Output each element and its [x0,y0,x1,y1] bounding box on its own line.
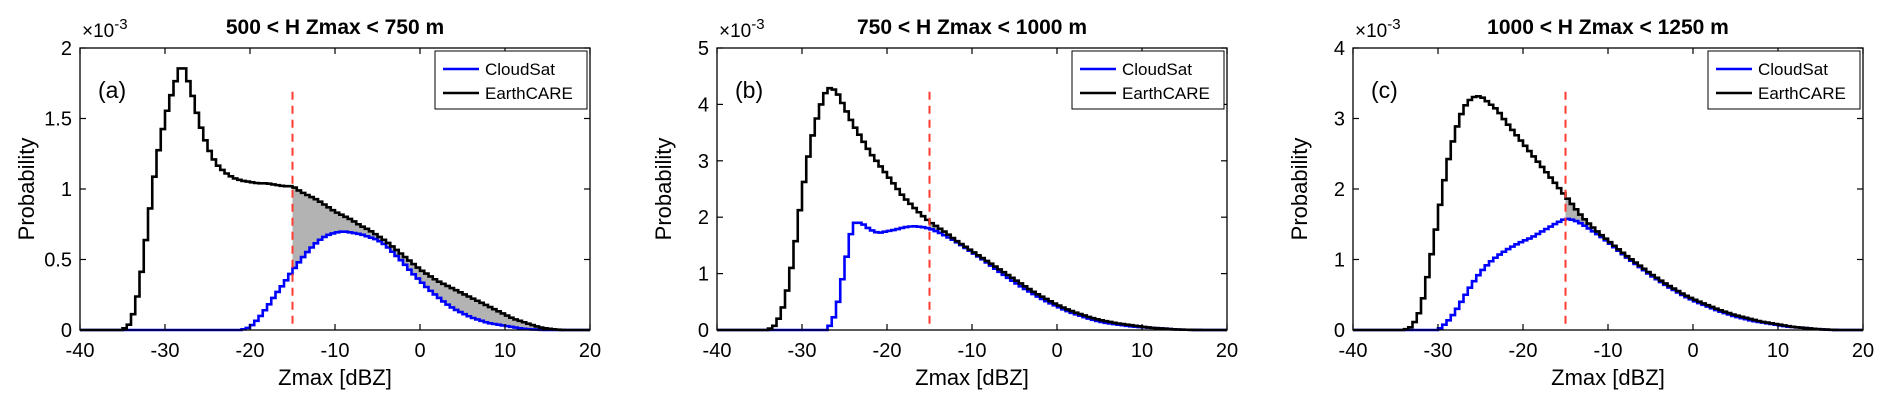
y-tick-label: 2 [61,38,72,60]
x-tick-label: -40 [703,340,732,362]
legend-label: CloudSat [1758,60,1828,79]
legend-box [434,50,588,110]
x-axis-label: Zmax [dBZ] [278,365,392,390]
y-scale-base: ×10 [82,21,114,42]
x-tick-label: 20 [1852,340,1874,362]
y-scale-exponent: ×10-3 [1355,16,1401,42]
y-axis-label: Probability [14,138,39,241]
chart-panel-3: -40 -30 -20 -10 0 10 20 0 1 2 3 4 ×10-3 1000 < H Zmax… [1287,16,1874,390]
y-tick-label: 1 [1334,250,1345,272]
panel-title: 500 < H Zmax < 750 m [226,16,444,39]
x-tick-label: 0 [1051,340,1062,362]
y-tick-label: 1 [61,179,72,201]
legend-label: EarthCARE [1758,84,1846,103]
y-axis-label: Probability [1287,138,1312,241]
series-line-cloudsat [80,230,590,332]
panel-title: 750 < H Zmax < 1000 m [857,16,1087,39]
x-tick-label: 20 [579,340,601,362]
x-tick-label: 10 [1767,340,1789,362]
legend-label: CloudSat [485,60,555,79]
x-tick-label: -30 [1424,340,1453,362]
y-tick-label: 0 [698,320,709,342]
y-scale-base: ×10 [719,21,751,42]
y-axis-label: Probability [651,138,676,241]
y-tick-label: 5 [698,38,709,60]
legend-box [1071,50,1225,110]
y-scale-exponent: ×10-3 [82,16,128,42]
x-tick-label: -20 [1509,340,1538,362]
x-tick-label: -10 [321,340,350,362]
y-tick-label: 2 [1334,179,1345,201]
x-tick-label: -20 [236,340,265,362]
y-scale-power: -3 [114,16,127,33]
series-line-earthcare [1353,94,1863,332]
legend-label: EarthCARE [1122,84,1210,103]
y-scale-power: -3 [1387,16,1400,33]
y-tick-label: 4 [698,94,709,116]
y-tick-label: 0.5 [44,250,72,272]
x-tick-label: 0 [1687,340,1698,362]
y-scale-exponent: ×10-3 [719,16,765,42]
y-tick-label: 3 [1334,109,1345,131]
y-tick-label: 1 [698,264,709,286]
series-line-earthcare [717,86,1227,332]
x-tick-label: -30 [788,340,817,362]
y-scale-power: -3 [751,16,764,33]
x-tick-label: 10 [494,340,516,362]
difference-shading [292,187,590,330]
panel-tag: (a) [98,77,126,103]
chart-panel-2: -40 -30 -20 -10 0 10 20 0 1 2 3 4 5 ×10-3 750 < H Zmax… [651,16,1238,390]
y-tick-label: 0 [61,320,72,342]
x-tick-label: -40 [1339,340,1368,362]
x-axis-label: Zmax [dBZ] [1551,365,1665,390]
x-tick-label: -30 [151,340,180,362]
panel-title: 1000 < H Zmax < 1250 m [1487,16,1729,39]
legend-label: CloudSat [1122,60,1192,79]
chart-panel-1: -40 -30 -20 -10 0 10 20 0 0.5 1 1.5 2 ×10-3 500 < H Z… [14,16,601,390]
x-tick-label: -10 [958,340,987,362]
x-tick-label: 0 [414,340,425,362]
x-axis-label: Zmax [dBZ] [915,365,1029,390]
series-line-earthcare [80,67,590,332]
legend-box [1707,50,1861,110]
x-tick-label: 20 [1216,340,1238,362]
y-tick-label: 4 [1334,38,1345,60]
legend-label: EarthCARE [485,84,573,103]
y-tick-label: 1.5 [44,109,72,131]
x-tick-label: -20 [873,340,902,362]
x-tick-label: -10 [1594,340,1623,362]
y-tick-label: 0 [1334,320,1345,342]
x-tick-label: -40 [66,340,95,362]
y-tick-label: 3 [698,151,709,173]
y-scale-base: ×10 [1355,21,1387,42]
x-tick-label: 10 [1131,340,1153,362]
panel-tag: (b) [735,77,763,103]
series-line-cloudsat [717,221,1227,332]
y-tick-label: 2 [698,207,709,229]
panel-tag: (c) [1371,77,1398,103]
